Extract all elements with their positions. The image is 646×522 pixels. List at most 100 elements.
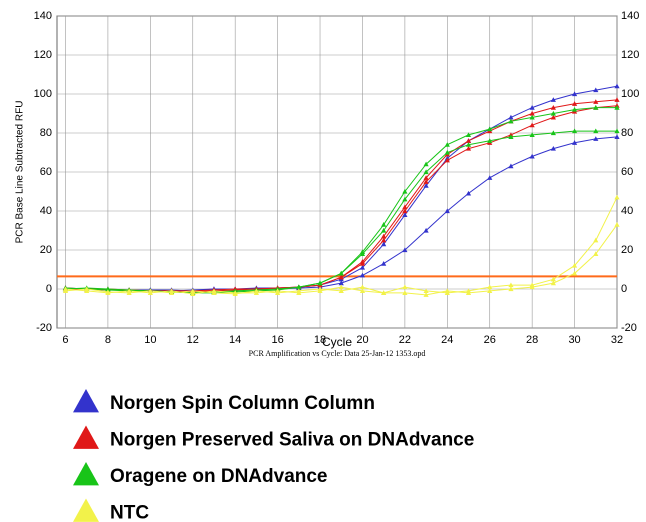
marker: [614, 222, 620, 227]
marker: [62, 286, 69, 292]
legend-text: NTC: [110, 503, 149, 522]
marker: [487, 138, 493, 143]
marker: [402, 290, 408, 295]
y-tick-label: 140: [34, 10, 52, 22]
marker: [529, 284, 535, 290]
marker: [465, 190, 472, 196]
x-tick-label: 8: [105, 334, 111, 346]
marker: [359, 284, 366, 290]
marker: [614, 97, 620, 102]
footer: PCR Amplification vs Cycle: Data 25-Jan-…: [249, 349, 426, 358]
y2-tick-label: 80: [621, 127, 633, 139]
marker: [550, 114, 556, 120]
marker: [317, 280, 323, 286]
x-tick-label: 12: [187, 334, 199, 346]
x-tick-label: 18: [314, 334, 326, 346]
legend-text: Norgen Preserved Saliva on DNAdvance: [110, 430, 474, 451]
marker: [190, 288, 196, 294]
marker: [423, 179, 429, 184]
marker: [338, 288, 344, 294]
x-tick-label: 26: [484, 334, 496, 346]
marker: [381, 237, 387, 243]
marker: [550, 280, 556, 286]
marker: [190, 291, 196, 296]
marker: [614, 105, 620, 110]
y-tick-label: 60: [40, 166, 52, 178]
marker: [593, 87, 599, 93]
marker: [402, 247, 408, 253]
marker: [571, 101, 578, 106]
y2-tick-label: 40: [621, 205, 633, 217]
marker: [338, 274, 344, 280]
marker: [508, 282, 514, 288]
marker: [529, 105, 535, 110]
marker: [550, 130, 556, 136]
marker: [550, 105, 556, 110]
marker: [381, 233, 387, 239]
marker: [614, 128, 620, 134]
marker: [614, 194, 620, 200]
legend-text: Norgen Spin Column Column: [110, 393, 375, 414]
marker: [487, 284, 493, 290]
marker: [402, 284, 408, 290]
legend-marker: [73, 389, 99, 413]
y-tick-label: 20: [40, 244, 52, 256]
marker: [317, 288, 323, 294]
marker: [508, 163, 514, 169]
marker: [402, 208, 408, 214]
marker: [147, 290, 153, 295]
marker: [593, 136, 599, 141]
y-axis-title: PCR Base Line Subtracted RFU: [15, 101, 26, 244]
marker: [593, 105, 599, 110]
y-tick-label: 100: [34, 88, 52, 100]
y-tick-label: 0: [46, 283, 52, 295]
marker: [253, 290, 259, 295]
x-tick-label: 6: [62, 334, 68, 346]
y-tick-label: 40: [40, 205, 52, 217]
marker: [465, 138, 472, 143]
y-tick-label: 80: [40, 127, 52, 139]
marker: [423, 169, 429, 175]
y-tick-label: -20: [36, 322, 52, 334]
marker: [529, 114, 535, 120]
marker: [550, 276, 556, 282]
y2-tick-label: 140: [621, 10, 639, 22]
y-tick-label: 120: [34, 49, 52, 61]
x-tick-label: 24: [441, 334, 453, 346]
marker: [359, 251, 366, 256]
marker: [359, 272, 366, 278]
marker: [508, 286, 514, 292]
legend-marker: [73, 425, 99, 449]
marker: [232, 290, 238, 295]
marker: [444, 142, 450, 147]
marker: [571, 91, 578, 97]
x-tick-label: 22: [399, 334, 411, 346]
marker: [444, 149, 450, 155]
y2-tick-label: 20: [621, 244, 633, 256]
marker: [508, 134, 514, 139]
legend-marker: [73, 462, 99, 486]
marker: [402, 188, 408, 194]
marker: [529, 153, 535, 159]
marker: [550, 110, 556, 116]
x-tick-label: 30: [568, 334, 580, 346]
x-tick-label: 14: [229, 334, 241, 346]
x-axis-title: Cycle: [322, 335, 352, 349]
marker: [550, 97, 556, 102]
marker: [381, 261, 387, 266]
marker: [338, 270, 344, 276]
marker: [571, 140, 578, 145]
marker: [338, 284, 344, 290]
marker: [423, 292, 429, 297]
marker: [423, 161, 429, 167]
marker: [529, 132, 535, 138]
marker: [296, 284, 302, 290]
marker: [444, 208, 450, 214]
marker: [105, 290, 111, 295]
marker: [359, 261, 366, 266]
marker: [423, 183, 429, 188]
marker: [402, 204, 408, 210]
marker: [381, 227, 387, 233]
marker: [571, 263, 578, 268]
